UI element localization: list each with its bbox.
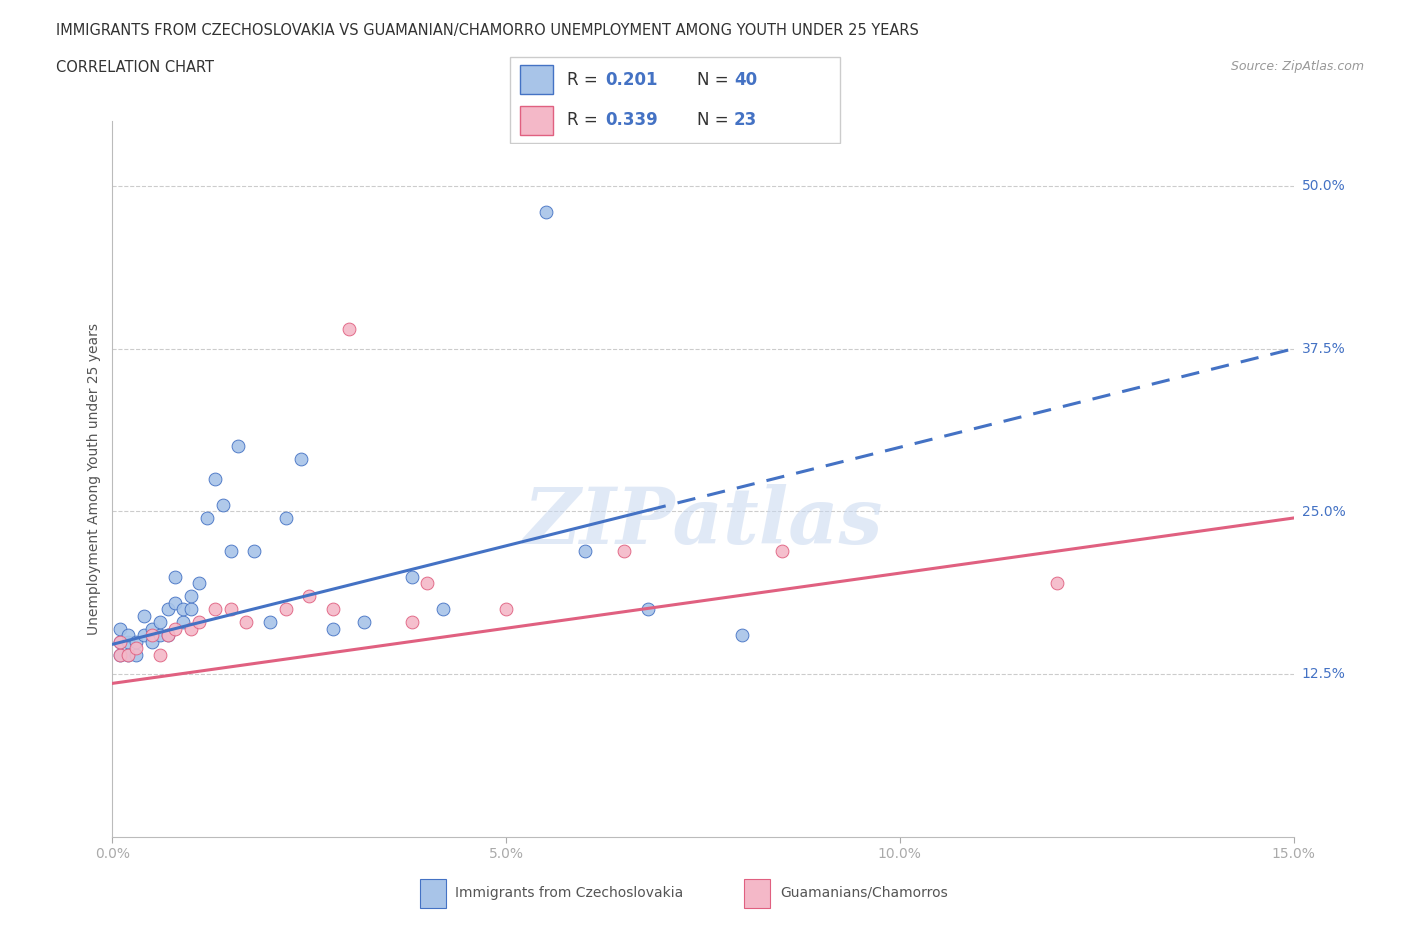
Point bbox=[141, 628, 163, 643]
Point bbox=[731, 628, 754, 643]
Point bbox=[274, 602, 297, 617]
Point bbox=[274, 511, 297, 525]
Point bbox=[172, 615, 194, 630]
Text: Source: ZipAtlas.com: Source: ZipAtlas.com bbox=[1230, 60, 1364, 73]
Point bbox=[125, 647, 148, 662]
Point bbox=[156, 628, 179, 643]
Text: ZIPatlas: ZIPatlas bbox=[523, 484, 883, 560]
Point bbox=[219, 602, 242, 617]
Text: 40: 40 bbox=[734, 71, 756, 88]
Point bbox=[534, 205, 557, 219]
Point bbox=[219, 543, 242, 558]
Point bbox=[574, 543, 596, 558]
Point bbox=[432, 602, 454, 617]
Point bbox=[228, 439, 250, 454]
Point bbox=[156, 628, 179, 643]
Text: IMMIGRANTS FROM CZECHOSLOVAKIA VS GUAMANIAN/CHAMORRO UNEMPLOYMENT AMONG YOUTH UN: IMMIGRANTS FROM CZECHOSLOVAKIA VS GUAMAN… bbox=[56, 23, 920, 38]
FancyBboxPatch shape bbox=[509, 57, 841, 143]
Point bbox=[204, 602, 226, 617]
Point bbox=[110, 621, 132, 636]
Text: 0.201: 0.201 bbox=[606, 71, 658, 88]
FancyBboxPatch shape bbox=[744, 880, 770, 909]
Point bbox=[211, 498, 233, 512]
Point bbox=[172, 602, 194, 617]
Point bbox=[110, 647, 132, 662]
Text: R =: R = bbox=[567, 71, 603, 88]
Point bbox=[132, 628, 155, 643]
Point bbox=[117, 647, 139, 662]
Text: 12.5%: 12.5% bbox=[1302, 667, 1346, 682]
Text: Immigrants from Czechoslovakia: Immigrants from Czechoslovakia bbox=[456, 885, 683, 900]
Text: 50.0%: 50.0% bbox=[1302, 179, 1346, 193]
Point bbox=[322, 621, 344, 636]
Point bbox=[495, 602, 517, 617]
Point bbox=[204, 472, 226, 486]
Point bbox=[110, 634, 132, 649]
Text: Guamanians/Chamorros: Guamanians/Chamorros bbox=[780, 885, 948, 900]
Point bbox=[180, 589, 202, 604]
Point bbox=[259, 615, 281, 630]
Point bbox=[117, 647, 139, 662]
Point bbox=[298, 589, 321, 604]
Point bbox=[117, 634, 139, 649]
Y-axis label: Unemployment Among Youth under 25 years: Unemployment Among Youth under 25 years bbox=[87, 323, 101, 635]
Point bbox=[165, 595, 187, 610]
Point bbox=[110, 634, 132, 649]
Text: R =: R = bbox=[567, 112, 603, 129]
Point bbox=[401, 569, 423, 584]
Point bbox=[290, 452, 312, 467]
Point bbox=[165, 569, 187, 584]
Point bbox=[243, 543, 266, 558]
Point bbox=[132, 608, 155, 623]
FancyBboxPatch shape bbox=[520, 65, 554, 94]
Text: N =: N = bbox=[697, 71, 734, 88]
Text: 23: 23 bbox=[734, 112, 758, 129]
FancyBboxPatch shape bbox=[419, 880, 446, 909]
Point bbox=[188, 576, 211, 591]
Point bbox=[149, 647, 172, 662]
Point bbox=[156, 602, 179, 617]
Point bbox=[337, 322, 360, 337]
Point bbox=[613, 543, 636, 558]
Point bbox=[125, 641, 148, 656]
Point bbox=[1046, 576, 1069, 591]
Text: CORRELATION CHART: CORRELATION CHART bbox=[56, 60, 214, 75]
Point bbox=[180, 602, 202, 617]
Point bbox=[117, 628, 139, 643]
Text: 0.339: 0.339 bbox=[606, 112, 658, 129]
Point bbox=[322, 602, 344, 617]
FancyBboxPatch shape bbox=[520, 106, 554, 136]
Point bbox=[180, 621, 202, 636]
Point bbox=[770, 543, 793, 558]
Point bbox=[353, 615, 375, 630]
Point bbox=[141, 634, 163, 649]
Point bbox=[637, 602, 659, 617]
Point bbox=[235, 615, 257, 630]
Text: 25.0%: 25.0% bbox=[1302, 504, 1346, 519]
Point bbox=[165, 621, 187, 636]
Text: N =: N = bbox=[697, 112, 734, 129]
Point bbox=[149, 628, 172, 643]
Point bbox=[110, 647, 132, 662]
Point bbox=[195, 511, 218, 525]
Point bbox=[188, 615, 211, 630]
Point bbox=[141, 621, 163, 636]
Point bbox=[401, 615, 423, 630]
Point bbox=[416, 576, 439, 591]
Text: 37.5%: 37.5% bbox=[1302, 341, 1346, 356]
Point bbox=[149, 615, 172, 630]
Point bbox=[125, 634, 148, 649]
